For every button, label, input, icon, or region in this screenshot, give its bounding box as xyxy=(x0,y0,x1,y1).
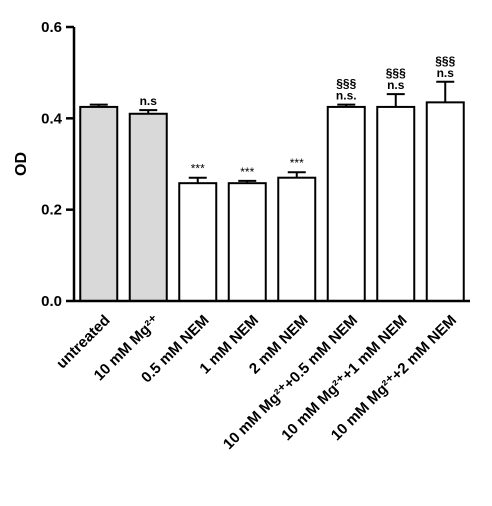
significance-label: n.s xyxy=(387,78,405,92)
y-tick-label: 0.2 xyxy=(41,202,62,219)
bar xyxy=(79,105,119,302)
significance-label: n.s. xyxy=(336,89,357,103)
bar xyxy=(178,182,218,302)
bar xyxy=(227,182,267,302)
bars xyxy=(79,80,465,303)
significance-label: n.s xyxy=(140,94,158,108)
y-axis-ticks: 0.0 0.2 0.4 0.6 xyxy=(41,19,74,310)
significance-label: *** xyxy=(290,156,304,170)
significance-label: n.s xyxy=(437,66,455,80)
y-axis-title: OD xyxy=(13,152,30,176)
y-tick-label: 0.0 xyxy=(41,293,62,310)
bar xyxy=(425,101,465,302)
y-tick-label: 0.6 xyxy=(41,19,62,36)
significance-label: §§§ xyxy=(435,54,455,68)
significance-label: *** xyxy=(191,162,205,176)
bar xyxy=(376,105,416,302)
significance-label: §§§ xyxy=(336,77,356,91)
bar xyxy=(277,176,317,302)
significance-annotations: n.s*** ******§§§n.s.§§§n.s§§§n.s xyxy=(140,54,456,179)
significance-label: §§§ xyxy=(386,66,406,80)
significance-label: *** xyxy=(240,165,254,179)
bar xyxy=(326,105,366,302)
y-tick-label: 0.4 xyxy=(41,110,63,127)
bar xyxy=(128,112,168,303)
